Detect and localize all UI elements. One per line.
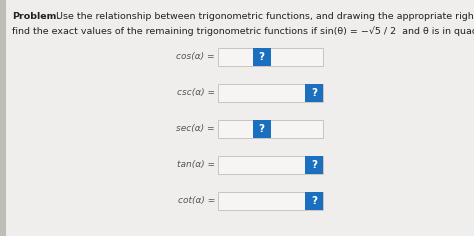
Text: ?: ? — [311, 196, 317, 206]
Bar — [305, 192, 323, 210]
Text: ?: ? — [311, 88, 317, 98]
Bar — [218, 192, 323, 210]
Bar — [253, 120, 271, 138]
Text: sec(α) =: sec(α) = — [176, 125, 215, 134]
Text: Use the relationship between trigonometric functions, and drawing the appropriat: Use the relationship between trigonometr… — [50, 12, 474, 21]
Bar — [218, 156, 323, 174]
Bar — [218, 120, 323, 138]
Text: cos(α) =: cos(α) = — [176, 52, 215, 62]
Text: cot(α) =: cot(α) = — [178, 197, 215, 206]
Bar — [0, 0, 6, 236]
Bar — [305, 84, 323, 102]
Text: find the exact values of the remaining trigonometric functions if sin(θ) = −√5 /: find the exact values of the remaining t… — [12, 26, 474, 36]
Text: ?: ? — [259, 52, 264, 62]
Bar — [218, 48, 323, 66]
Bar — [253, 48, 271, 66]
Text: tan(α) =: tan(α) = — [177, 160, 215, 169]
Text: ?: ? — [311, 160, 317, 170]
Bar — [305, 156, 323, 174]
Text: csc(α) =: csc(α) = — [177, 88, 215, 97]
Bar — [218, 84, 323, 102]
Text: ?: ? — [259, 124, 264, 134]
Text: Problem.: Problem. — [12, 12, 60, 21]
